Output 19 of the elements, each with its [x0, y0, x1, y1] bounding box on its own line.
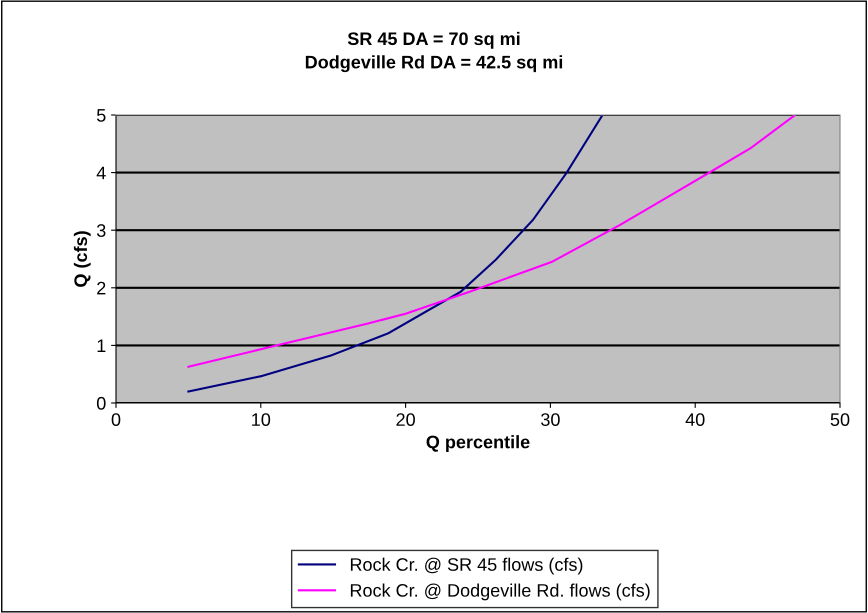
x-tick-label: 0 [112, 413, 120, 426]
y-axis-title: Q (cfs) [74, 231, 91, 287]
y-tick-label: 4 [96, 166, 106, 180]
chart-title: SR 45 DA = 70 sq mi Dodgeville Rd DA = 42.5 sq mi [306, 32, 562, 72]
x-tick-label: 20 [396, 413, 415, 426]
y-tick-label: 2 [97, 282, 106, 294]
x-tick-label: 10 [252, 413, 270, 426]
line-series [187, 115, 604, 393]
legend-label: Rock Cr. @ Dodgeville Rd. flows (cfs) [350, 584, 650, 600]
x-tick-label: 50 [830, 413, 850, 426]
x-tick-label: 30 [541, 413, 560, 426]
y-tick-label: 3 [96, 224, 106, 237]
y-tick-label: 5 [96, 109, 106, 122]
y-tick-label: 0 [96, 396, 106, 410]
x-tick-label: 40 [686, 413, 705, 426]
legend-label: Rock Cr. @ SR 45 flows (cfs) [350, 558, 582, 574]
y-tick-label: 1 [98, 340, 106, 352]
x-axis-title: Q percentile [426, 435, 530, 452]
line-series [187, 115, 796, 368]
